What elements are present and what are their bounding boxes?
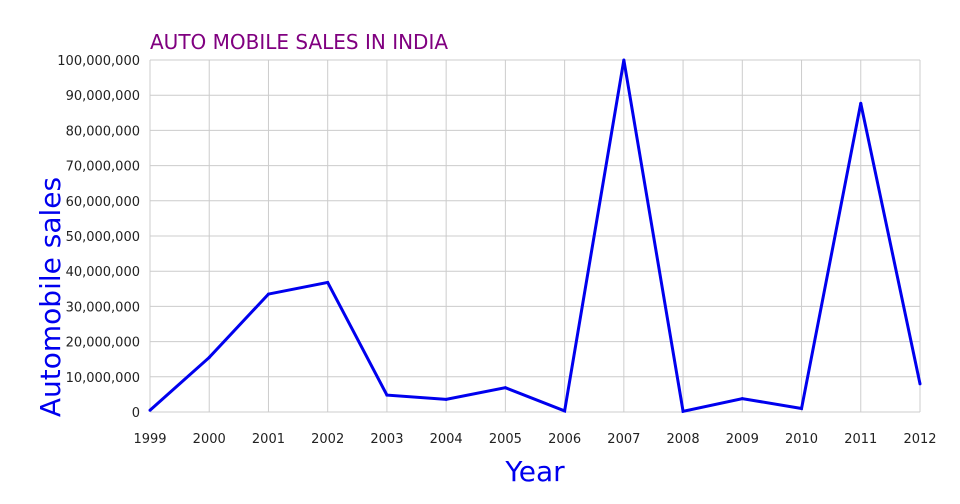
data-point (622, 58, 626, 62)
y-axis-title: Automobile sales (34, 177, 67, 417)
data-point (918, 382, 922, 386)
series-group (148, 58, 922, 414)
x-tick-label: 2004 (430, 432, 463, 447)
chart-title: AUTO MOBILE SALES IN INDIA (150, 30, 448, 54)
y-tick-label: 10,000,000 (66, 371, 140, 386)
data-point (800, 406, 804, 410)
x-tick-label: 2011 (844, 432, 877, 447)
x-tick-label: 2005 (489, 432, 522, 447)
x-tick-label: 2000 (193, 432, 226, 447)
x-tick-label: 2003 (370, 432, 403, 447)
x-tick-label: 2012 (903, 432, 936, 447)
data-point (385, 393, 389, 397)
grid (149, 59, 921, 413)
y-tick-label: 80,000,000 (66, 124, 140, 139)
x-axis-title: Year (504, 455, 565, 488)
x-tick-label: 1999 (133, 432, 166, 447)
x-tick-label: 2008 (667, 432, 700, 447)
y-tick-label: 30,000,000 (66, 300, 140, 315)
x-tick-label: 2010 (785, 432, 818, 447)
data-point (681, 409, 685, 413)
y-tick-labels: 0 10,000,000 20,000,000 30,000,000 40,000,00… (57, 54, 140, 421)
y-tick-label: 70,000,000 (66, 160, 140, 175)
y-tick-label: 50,000,000 (66, 230, 140, 245)
data-point (266, 292, 270, 296)
data-point (444, 397, 448, 401)
y-tick-label: 100,000,000 (57, 54, 140, 69)
data-point (148, 408, 152, 412)
y-tick-label: 90,000,000 (66, 89, 140, 104)
x-tick-label: 2002 (311, 432, 344, 447)
data-point (503, 386, 507, 390)
data-point (207, 355, 211, 359)
x-tick-label: 2007 (607, 432, 640, 447)
data-point (859, 101, 863, 105)
y-tick-label: 20,000,000 (66, 336, 140, 351)
y-tick-label: 0 (132, 406, 140, 421)
y-tick-label: 60,000,000 (66, 195, 140, 210)
data-point (563, 409, 567, 413)
x-tick-labels: 1999 2000 2001 2002 2003 2004 2005 2006 2007 2008… (133, 432, 936, 447)
x-tick-label: 2001 (252, 432, 285, 447)
series-line (149, 59, 922, 414)
data-point (326, 280, 330, 284)
x-tick-label: 2009 (726, 432, 759, 447)
x-tick-label: 2006 (548, 432, 581, 447)
y-tick-label: 40,000,000 (66, 265, 140, 280)
data-point (740, 397, 744, 401)
